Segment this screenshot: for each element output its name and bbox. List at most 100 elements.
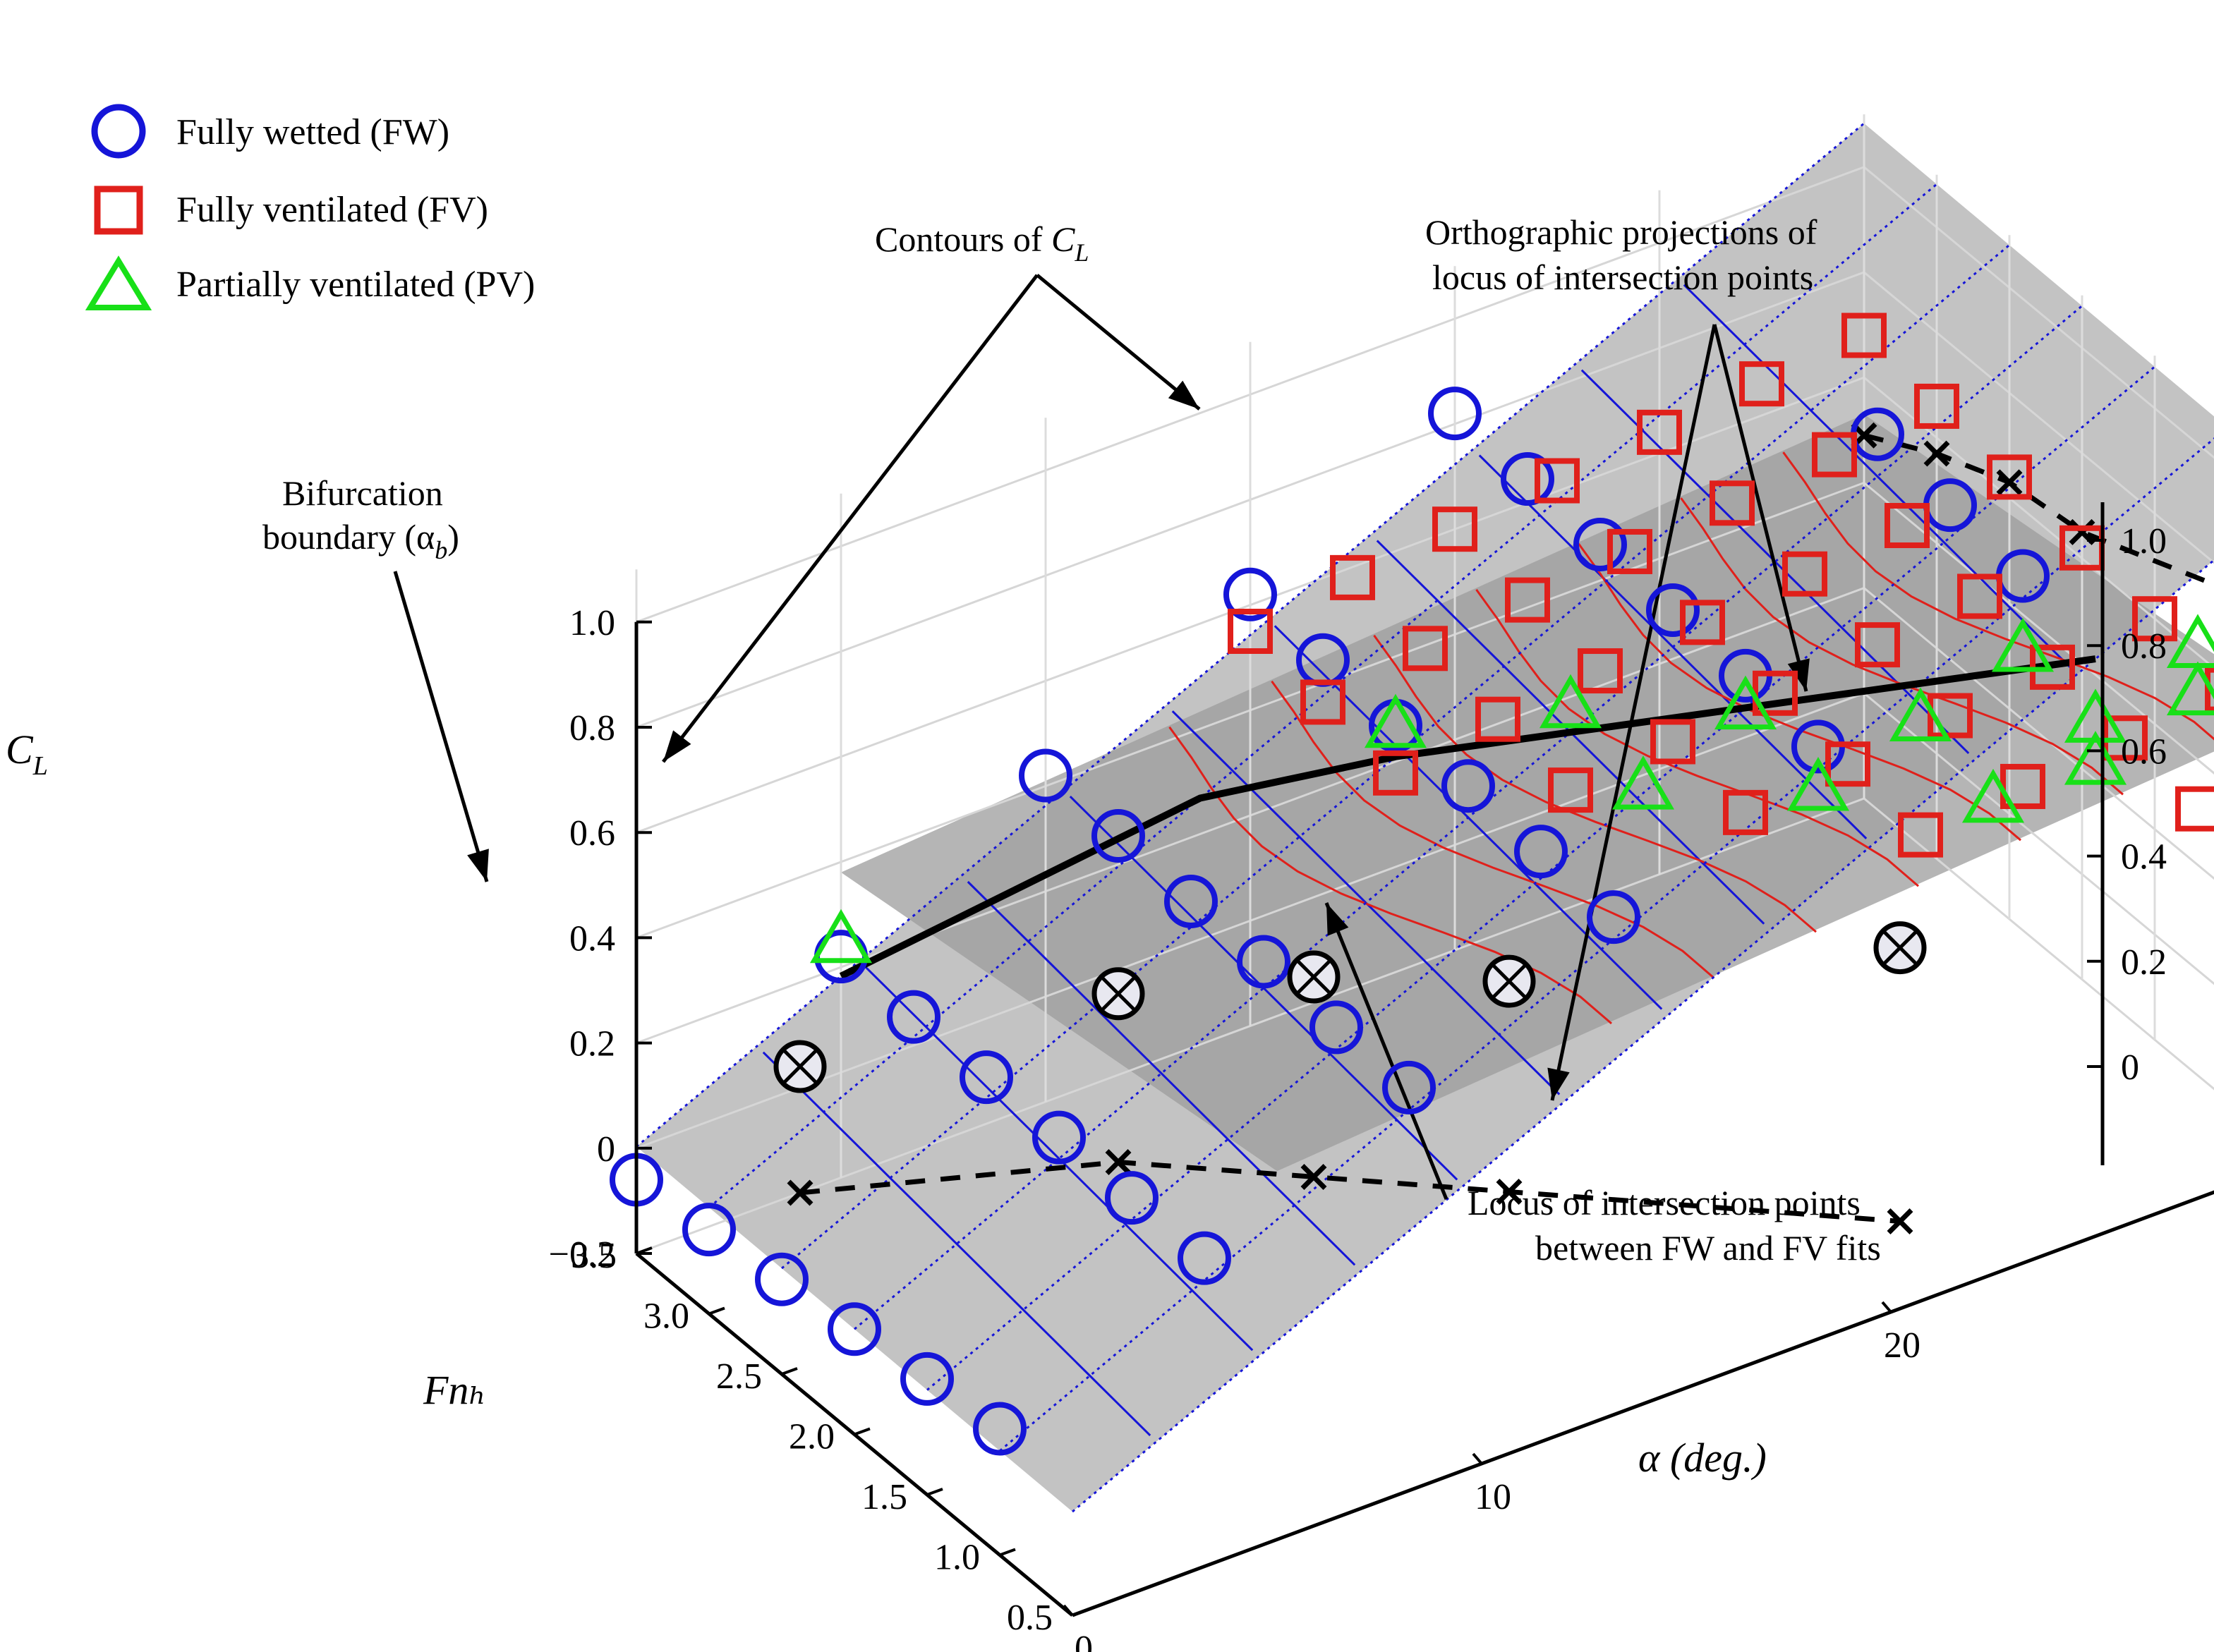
fw-data-point xyxy=(1573,518,1627,571)
legend: Fully wetted (FW) Fully ventilated (FV) … xyxy=(85,104,535,310)
fv-data-point xyxy=(1535,458,1580,504)
cl-tick-label: 0 xyxy=(597,1129,615,1170)
cl-tick-label: 0.6 xyxy=(569,813,615,854)
annotation-contours: Contours of CL xyxy=(875,219,1089,267)
legend-pv-marker xyxy=(85,255,152,310)
alpha-tick-mark xyxy=(1881,1301,1892,1313)
cl-tick-label: 1.0 xyxy=(569,603,615,643)
fv-contour-line xyxy=(1680,497,2124,796)
fnh-tick-label: 3.0 xyxy=(643,1296,689,1337)
fw-data-point xyxy=(682,1203,736,1257)
fw-data-point xyxy=(1587,890,1640,945)
fv-data-point xyxy=(1650,719,1695,765)
fw-data-point xyxy=(1032,1110,1086,1165)
right-tick-label: 0.8 xyxy=(2121,626,2167,667)
fw-dotted-line xyxy=(708,183,1937,1208)
intersection-point-cross xyxy=(1491,963,1528,1000)
fw-data-point xyxy=(1514,825,1568,879)
boundary-lines xyxy=(393,274,2214,1234)
fv-data-point xyxy=(1782,551,1827,597)
fw-data-point xyxy=(1646,583,1700,637)
cl-tick-label: 0.2 xyxy=(569,1024,615,1064)
fv-data-point xyxy=(1957,573,2002,619)
fv-data-point xyxy=(1403,626,1448,672)
fv-data-point xyxy=(1723,789,1768,835)
fw-data-point xyxy=(1164,874,1218,928)
fw-data-point xyxy=(1309,1000,1363,1055)
fv-data-point xyxy=(1825,741,1870,787)
intersection-point-cross xyxy=(1100,976,1137,1012)
fw-data-point xyxy=(1019,748,1072,803)
arrow-bifurcation xyxy=(393,571,489,882)
cl-tick-label: 0.4 xyxy=(569,918,615,959)
fv-contour-line xyxy=(1782,451,2214,741)
locus-projection-floor xyxy=(799,1159,1901,1224)
data-markers xyxy=(610,312,2214,1456)
pv-data-point xyxy=(1889,687,1952,742)
legend-fv-marker xyxy=(94,186,143,235)
arrow-ortho-2-head xyxy=(1547,1067,1570,1100)
pv-data-point xyxy=(1961,768,2025,823)
fw-data-point xyxy=(1105,1171,1159,1225)
arrow-contours-2 xyxy=(1036,274,1201,411)
fw-data-point xyxy=(1501,452,1554,506)
annotation-bif-2: boundary (αb) xyxy=(262,517,459,564)
fv-data-point xyxy=(1841,312,1887,358)
fv-data-point xyxy=(2132,596,2177,642)
pv-data-point xyxy=(1539,674,1602,729)
fv-data-point xyxy=(1885,503,1930,549)
fw-data-point xyxy=(1223,567,1277,621)
fnh-tick-mark xyxy=(636,1246,653,1255)
fnh-tick-mark xyxy=(1072,1608,1089,1617)
fv-data-point xyxy=(1914,383,1959,429)
fv-data-point xyxy=(1739,361,1784,407)
annotation-ortho-1: Orthographic projections of xyxy=(1425,212,1817,252)
arrow-contours-1 xyxy=(662,274,1039,763)
fv-data-point xyxy=(1373,750,1418,796)
fw-data-point xyxy=(1428,387,1482,441)
alpha-tick-label: 0 xyxy=(1075,1629,1093,1652)
fnh-axis-label: Fnₕ xyxy=(423,1367,487,1413)
fv-data-point xyxy=(1812,432,1857,478)
fnh-tick-mark xyxy=(854,1427,871,1436)
annotation-locus-2: between FW and FV fits xyxy=(1535,1228,1881,1268)
locus-projection-marker xyxy=(1105,1149,1132,1175)
fv-contour-line xyxy=(1373,634,1817,933)
annotation-bif-1: Bifurcation xyxy=(282,473,443,513)
fw-contour-line xyxy=(762,1051,1151,1437)
pv-data-point xyxy=(809,909,873,964)
locus-projection-marker xyxy=(1996,469,2023,496)
fw-data-point xyxy=(828,1302,881,1356)
fnh-tick-mark xyxy=(999,1548,1016,1557)
pv-data-point xyxy=(1364,693,1427,748)
fw-data-point xyxy=(1091,808,1145,863)
right-tick-label: 1.0 xyxy=(2121,521,2167,561)
arrow-bifurcation-head xyxy=(467,849,489,882)
cl-axis-label: CL xyxy=(6,727,48,781)
fnh-tick-mark xyxy=(781,1367,798,1375)
pv-data-point xyxy=(2166,661,2214,716)
pv-data-point xyxy=(1786,757,1850,811)
annotation-locus-1: Locus of intersection points xyxy=(1468,1183,1861,1222)
fv-data-point xyxy=(1987,454,2032,500)
fw-data-point xyxy=(900,1352,954,1406)
cl-tick-label: −0.2 xyxy=(549,1234,615,1275)
fv-data-point xyxy=(1680,600,1725,645)
fw-data-point xyxy=(755,1252,809,1306)
fv-data-point xyxy=(1898,812,1943,858)
fnh-tick-mark xyxy=(926,1488,943,1496)
fnh-tick-label: 1.0 xyxy=(934,1538,980,1578)
locus-projection-marker xyxy=(1887,1208,1913,1234)
fv-data-point xyxy=(1928,693,1973,739)
grid-lines xyxy=(635,114,2214,1255)
locus-projection-marker xyxy=(787,1179,813,1206)
arrow-ortho-1 xyxy=(1712,324,1808,692)
alpha-axis-line xyxy=(1072,1190,2214,1617)
pv-data-point xyxy=(1611,755,1675,810)
fw-data-point xyxy=(1382,1060,1436,1115)
fv-contour-line xyxy=(1475,589,1919,887)
alpha-tick-label: 20 xyxy=(1884,1325,1920,1366)
fv-contour-line xyxy=(1271,680,1714,979)
fv-data-point xyxy=(1432,506,1477,552)
